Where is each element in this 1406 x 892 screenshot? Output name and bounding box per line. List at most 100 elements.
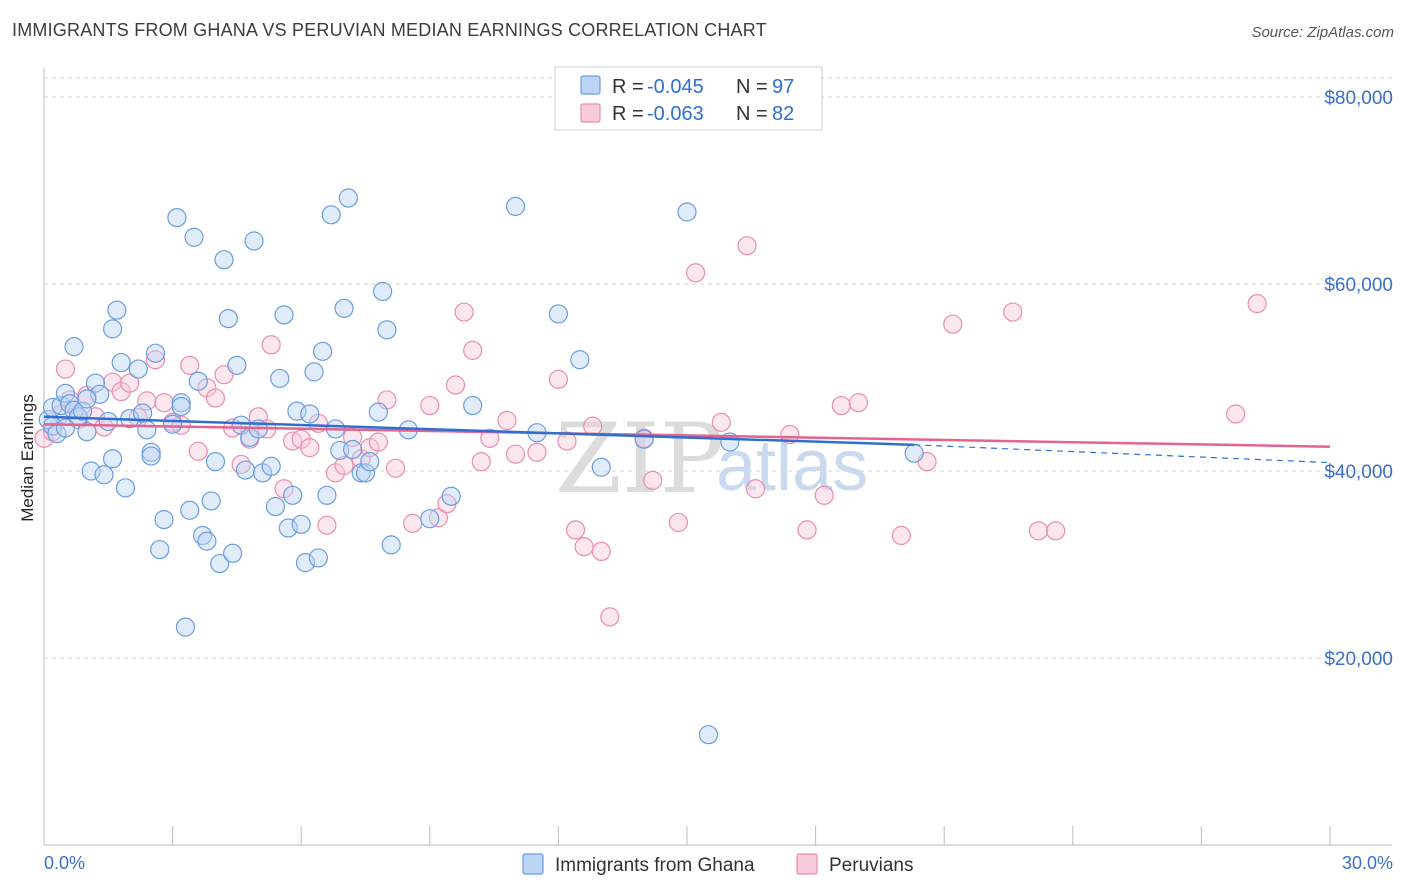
y-tick-label: $40,000 xyxy=(1324,462,1393,483)
data-point-peruvians xyxy=(463,340,483,360)
data-point-ghana xyxy=(441,486,461,506)
data-point-ghana xyxy=(261,456,281,476)
data-point-peruvians xyxy=(334,455,354,475)
data-point-peruvians xyxy=(205,388,226,408)
data-point-peruvians xyxy=(574,537,594,557)
data-point-ghana xyxy=(145,343,166,363)
data-point-peruvians xyxy=(848,393,869,413)
data-point-peruvians xyxy=(583,416,603,436)
y-axis-title: Median Earnings xyxy=(18,394,37,522)
data-point-ghana xyxy=(265,496,286,517)
data-point-ghana xyxy=(85,373,106,393)
data-point-ghana xyxy=(278,518,298,538)
data-point-peruvians xyxy=(780,424,800,445)
data-point-ghana xyxy=(373,281,393,302)
legend-r-label-peruvians: R = xyxy=(612,103,644,125)
data-point-ghana xyxy=(188,371,208,391)
trend-lines xyxy=(43,415,1331,464)
data-point-peruvians xyxy=(403,513,423,533)
data-point-ghana xyxy=(338,188,358,208)
data-point-ghana xyxy=(197,531,217,551)
trend-line-ghana-extension xyxy=(914,444,1331,464)
bottom-legend-swatch-peruvians xyxy=(796,853,818,875)
legend-n-label-ghana: N = xyxy=(736,76,768,98)
gridlines xyxy=(44,77,1392,659)
y-tick-label: $60,000 xyxy=(1324,275,1393,296)
data-point-ghana xyxy=(184,227,204,247)
series-ghana xyxy=(38,188,924,745)
bottom-legend-label-ghana: Immigrants from Ghana xyxy=(555,855,755,876)
data-point-ghana xyxy=(175,617,196,637)
data-point-ghana xyxy=(904,443,924,463)
data-point-ghana xyxy=(334,298,354,318)
data-point-ghana xyxy=(360,452,380,472)
data-point-ghana xyxy=(115,478,136,498)
legend-r-label-ghana: R = xyxy=(612,76,644,98)
data-point-ghana xyxy=(698,725,719,745)
trend-line-peruvians xyxy=(43,423,1331,448)
data-point-peruvians xyxy=(180,355,200,375)
data-point-peruvians xyxy=(1247,294,1267,314)
data-point-ghana xyxy=(355,463,376,483)
data-point-ghana xyxy=(55,418,76,438)
legend-n-value-ghana: 97 xyxy=(772,76,794,98)
data-point-ghana xyxy=(420,509,440,529)
data-point-peruvians xyxy=(557,431,577,451)
data-point-ghana xyxy=(368,402,388,422)
data-point-ghana xyxy=(377,320,397,340)
data-point-peruvians xyxy=(505,444,526,464)
bottom-legend-swatch-ghana xyxy=(522,853,544,875)
legend-swatch-peruvians xyxy=(580,103,601,123)
data-point-peruvians xyxy=(797,520,817,540)
data-point-ghana xyxy=(150,539,170,560)
data-point-peruvians xyxy=(137,391,157,411)
data-point-ghana xyxy=(64,337,84,357)
data-point-ghana xyxy=(171,396,191,417)
data-point-peruvians xyxy=(1226,404,1246,424)
data-point-ghana xyxy=(308,548,328,568)
data-point-peruvians xyxy=(548,369,569,389)
data-point-ghana xyxy=(321,205,341,225)
data-point-peruvians xyxy=(668,512,689,533)
data-point-ghana xyxy=(218,308,238,329)
data-point-peruvians xyxy=(385,458,406,478)
data-point-peruvians xyxy=(565,520,586,540)
data-point-peruvians xyxy=(1028,521,1049,541)
data-point-ghana xyxy=(677,202,697,222)
data-point-ghana xyxy=(274,305,294,325)
data-point-peruvians xyxy=(527,442,547,462)
data-point-ghana xyxy=(505,196,526,216)
data-point-ghana xyxy=(107,300,127,320)
data-point-ghana xyxy=(317,485,337,505)
data-point-ghana xyxy=(591,457,611,477)
data-point-ghana xyxy=(98,411,118,432)
chart-source: Source: ZipAtlas.com xyxy=(1251,24,1394,41)
data-point-ghana xyxy=(77,389,97,409)
data-point-ghana xyxy=(180,500,200,520)
data-point-peruvians xyxy=(943,314,963,334)
data-point-peruvians xyxy=(55,359,76,379)
data-point-peruvians xyxy=(120,373,140,393)
data-point-ghana xyxy=(201,491,221,511)
data-point-peruvians xyxy=(445,375,466,395)
bottom-legend-label-peruvians: Peruvians xyxy=(829,855,914,876)
data-point-ghana xyxy=(235,460,256,480)
legend-r-value-ghana: -0.045 xyxy=(647,76,704,98)
data-point-peruvians xyxy=(831,395,851,416)
data-point-ghana xyxy=(214,250,234,270)
series-peruvians xyxy=(34,236,1267,627)
y-tick-labels: $20,000 $40,000 $60,000 $80,000 xyxy=(1324,88,1393,670)
data-point-ghana xyxy=(343,439,363,460)
data-point-ghana xyxy=(381,535,401,555)
data-point-ghana xyxy=(137,420,157,440)
data-point-ghana xyxy=(300,404,320,424)
data-point-peruvians xyxy=(643,470,663,490)
data-point-ghana xyxy=(154,510,174,530)
y-tick-label: $80,000 xyxy=(1324,88,1393,109)
data-point-peruvians xyxy=(317,515,337,535)
data-point-ghana xyxy=(548,304,569,324)
data-point-ghana xyxy=(210,553,230,574)
data-point-peruvians xyxy=(891,525,911,546)
data-point-peruvians xyxy=(368,432,388,452)
data-point-ghana xyxy=(102,449,123,469)
